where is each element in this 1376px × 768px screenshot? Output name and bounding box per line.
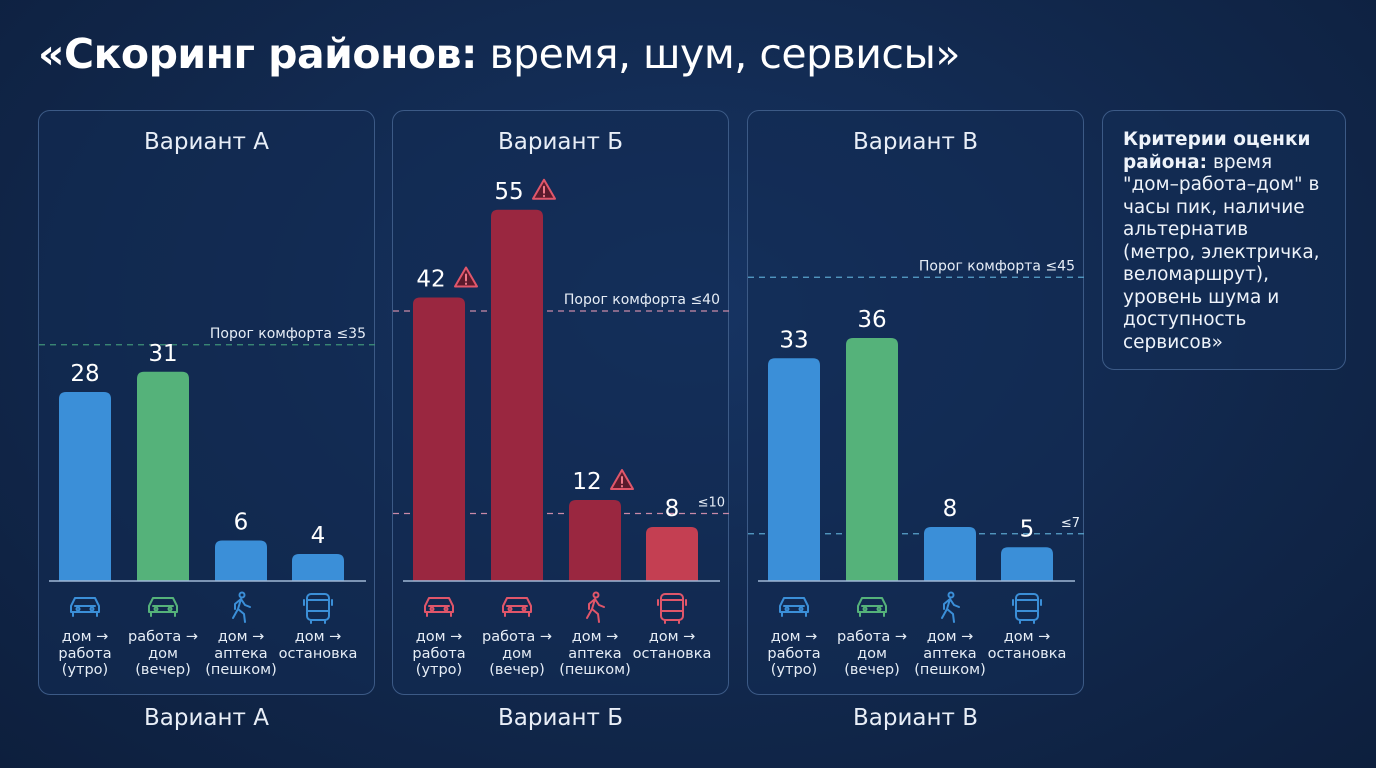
chart-svg: Порог комфорта ≤45 ≤7 33 36 8 5	[748, 258, 1085, 624]
category-label: дом → остановка	[278, 629, 358, 662]
variant-label: Вариант В	[852, 705, 979, 731]
value-label: 6	[234, 510, 249, 536]
bar	[1001, 547, 1053, 581]
walking-person-icon	[232, 591, 251, 623]
category-label: дом → аптека (пешком)	[559, 629, 631, 678]
walking-person-icon	[941, 591, 960, 623]
category-label: дом → работа (утро)	[412, 629, 466, 678]
value-label: 8	[943, 496, 958, 522]
category-label: работа → дом (вечер)	[837, 629, 907, 678]
bar	[413, 297, 465, 581]
bar	[846, 338, 898, 581]
car-icon	[857, 597, 887, 617]
value-label: 8	[665, 496, 680, 522]
value-label: 28	[70, 361, 99, 387]
bus-icon	[657, 593, 687, 624]
category-label: дом → работа (утро)	[58, 629, 112, 678]
category-label: работа → дом (вечер)	[128, 629, 198, 678]
value-label: 55	[494, 179, 523, 205]
bar	[768, 358, 820, 581]
chart-svg: Порог комфорта ≤40 ≤10 42 55 12 8	[393, 178, 730, 624]
criteria-text: время "дом–работа–дом" в часы пик, налич…	[1123, 151, 1320, 353]
panel-title: Вариант В	[852, 129, 979, 155]
variant-label: Вариант А	[144, 705, 269, 731]
chart-panel: Вариант Б Порог комфорта ≤40 ≤10 42 55 12 8 дом…	[392, 110, 730, 695]
warning-icon	[610, 469, 634, 490]
walking-person-icon	[586, 591, 605, 623]
category-label: дом → остановка	[987, 629, 1067, 662]
threshold-label: Порог комфорта ≤45	[919, 258, 1075, 274]
bar	[924, 527, 976, 581]
panel-title: Вариант А	[144, 129, 269, 155]
bar	[292, 554, 344, 581]
threshold-label: ≤10	[698, 496, 725, 511]
car-icon	[148, 597, 178, 617]
category-label: работа → дом (вечер)	[482, 629, 552, 678]
chart-panel: Вариант В Порог комфорта ≤45 ≤7 33 36 8 5 дом →…	[747, 110, 1085, 695]
category-label: дом → аптека (пешком)	[205, 629, 277, 678]
chart-svg: Порог комфорта ≤35 28 31 6 4	[39, 326, 376, 624]
car-icon	[779, 597, 809, 617]
bar	[137, 371, 189, 581]
criteria-box: Критерии оценки района: время "дом–работ…	[1102, 110, 1346, 370]
bar	[646, 527, 698, 581]
page-title: «Скоринг районов: время, шум, сервисы»	[38, 30, 960, 78]
panel-title: Вариант Б	[497, 129, 624, 155]
bar	[491, 209, 543, 581]
threshold-label: Порог комфорта ≤35	[210, 326, 366, 342]
car-icon	[424, 597, 454, 617]
warning-icon	[454, 266, 478, 288]
value-label: 5	[1020, 516, 1035, 542]
criteria-heading: Критерии оценки района:	[1123, 129, 1311, 173]
car-icon	[70, 597, 100, 617]
category-label: дом → остановка	[632, 629, 712, 662]
value-label: 31	[148, 341, 177, 367]
value-label: 33	[779, 327, 808, 353]
car-icon	[502, 597, 532, 617]
bar	[215, 540, 267, 581]
value-label: 12	[572, 469, 601, 495]
value-label: 42	[416, 267, 445, 293]
value-label: 4	[311, 523, 326, 549]
variant-label: Вариант Б	[497, 705, 624, 731]
bar	[569, 500, 621, 581]
threshold-label: ≤7	[1061, 516, 1080, 531]
bar	[59, 392, 111, 581]
category-label: дом → аптека (пешком)	[914, 629, 986, 678]
warning-icon	[532, 178, 556, 200]
category-label: дом → работа (утро)	[767, 629, 821, 678]
chart-panel: Вариант А Порог комфорта ≤35 28 31 6 4 дом → р…	[38, 110, 376, 695]
value-label: 36	[857, 307, 886, 333]
bus-icon	[303, 593, 333, 624]
threshold-label: Порог комфорта ≤40	[564, 292, 720, 308]
bus-icon	[1012, 593, 1042, 624]
